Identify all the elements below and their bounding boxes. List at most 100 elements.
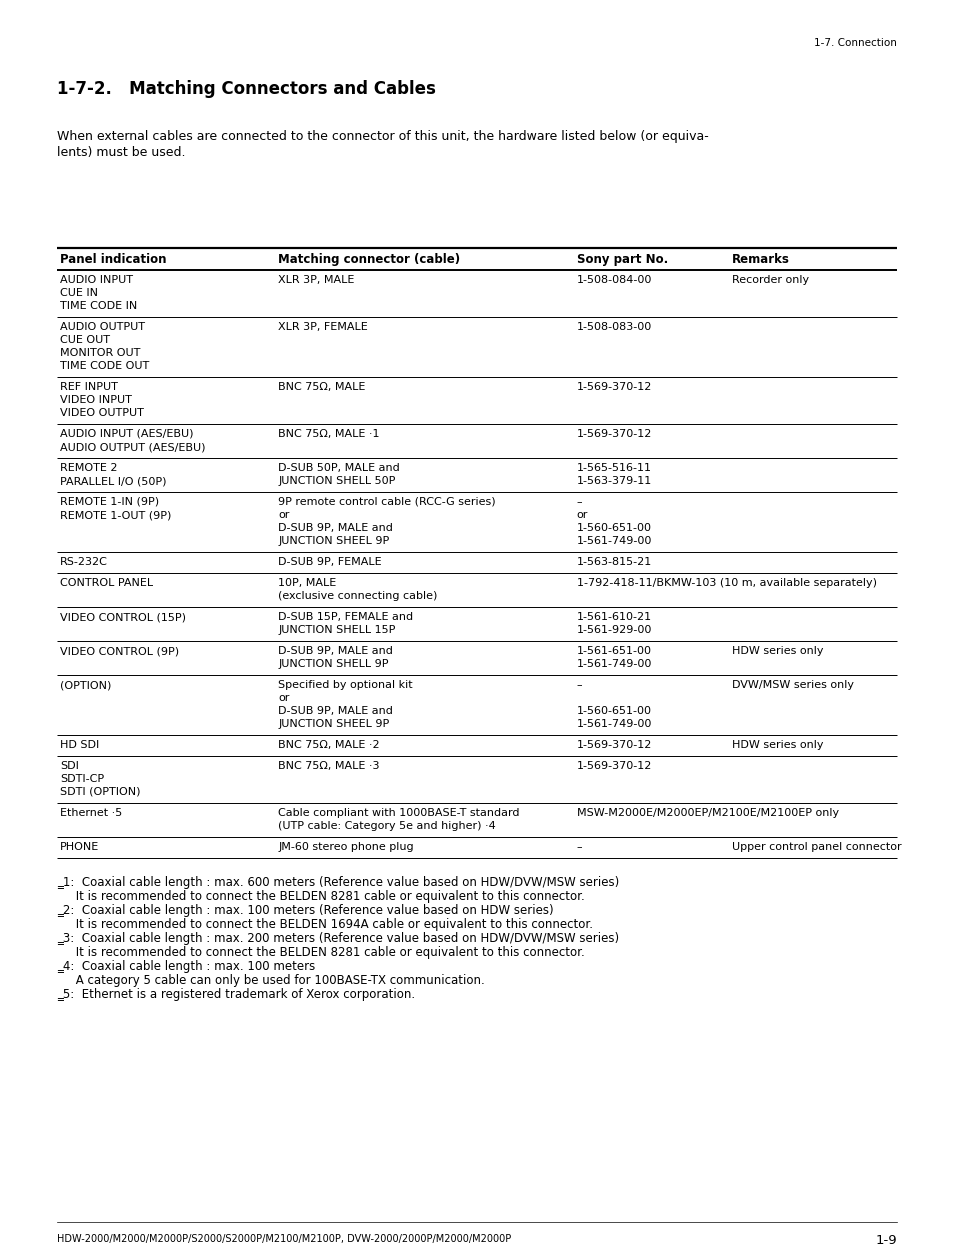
Text: 1-7. Connection: 1-7. Connection xyxy=(813,39,896,49)
Text: VIDEO INPUT: VIDEO INPUT xyxy=(60,396,132,406)
Text: D-SUB 15P, FEMALE and: D-SUB 15P, FEMALE and xyxy=(278,612,413,622)
Text: D-SUB 9P, MALE and: D-SUB 9P, MALE and xyxy=(278,707,393,717)
Text: Remarks: Remarks xyxy=(731,253,789,266)
Text: AUDIO INPUT: AUDIO INPUT xyxy=(60,275,132,285)
Text: JUNCTION SHELL 9P: JUNCTION SHELL 9P xyxy=(278,659,389,669)
Text: JUNCTION SHEEL 9P: JUNCTION SHEEL 9P xyxy=(278,536,389,546)
Text: PARALLEL I/O (50P): PARALLEL I/O (50P) xyxy=(60,476,167,486)
Text: REF INPUT: REF INPUT xyxy=(60,382,118,392)
Text: Upper control panel connector: Upper control panel connector xyxy=(731,842,901,852)
Text: D-SUB 9P, MALE and: D-SUB 9P, MALE and xyxy=(278,646,393,656)
Text: DVW/MSW series only: DVW/MSW series only xyxy=(731,680,853,690)
Text: 1-7-2.   Matching Connectors and Cables: 1-7-2. Matching Connectors and Cables xyxy=(57,80,436,98)
Text: VIDEO CONTROL (9P): VIDEO CONTROL (9P) xyxy=(60,646,179,656)
Text: 1-561-651-00: 1-561-651-00 xyxy=(576,646,651,656)
Text: 10P, MALE: 10P, MALE xyxy=(278,578,336,588)
Text: ‗5:  Ethernet is a registered trademark of Xerox corporation.: ‗5: Ethernet is a registered trademark o… xyxy=(57,988,415,1001)
Text: 1-563-815-21: 1-563-815-21 xyxy=(576,557,651,567)
Text: –: – xyxy=(576,842,581,852)
Text: 1-561-749-00: 1-561-749-00 xyxy=(576,659,651,669)
Text: or: or xyxy=(576,510,587,520)
Text: HDW series only: HDW series only xyxy=(731,646,822,656)
Text: Recorder only: Recorder only xyxy=(731,275,808,285)
Text: 1-508-084-00: 1-508-084-00 xyxy=(576,275,651,285)
Text: D-SUB 9P, FEMALE: D-SUB 9P, FEMALE xyxy=(278,557,381,567)
Text: XLR 3P, MALE: XLR 3P, MALE xyxy=(278,275,355,285)
Text: BNC 75Ω, MALE ·2: BNC 75Ω, MALE ·2 xyxy=(278,740,379,750)
Text: D-SUB 9P, MALE and: D-SUB 9P, MALE and xyxy=(278,522,393,532)
Text: 1-569-370-12: 1-569-370-12 xyxy=(576,740,651,750)
Text: MSW-M2000E/M2000EP/M2100E/M2100EP only: MSW-M2000E/M2000EP/M2100E/M2100EP only xyxy=(576,809,838,819)
Text: 1-561-749-00: 1-561-749-00 xyxy=(576,719,651,729)
Text: AUDIO OUTPUT (AES/EBU): AUDIO OUTPUT (AES/EBU) xyxy=(60,442,205,452)
Text: RS-232C: RS-232C xyxy=(60,557,108,567)
Text: It is recommended to connect the BELDEN 8281 cable or equivalent to this connect: It is recommended to connect the BELDEN … xyxy=(57,889,584,903)
Text: VIDEO OUTPUT: VIDEO OUTPUT xyxy=(60,408,144,418)
Text: (UTP cable: Category 5e and higher) ·4: (UTP cable: Category 5e and higher) ·4 xyxy=(278,821,496,831)
Text: CUE OUT: CUE OUT xyxy=(60,335,110,345)
Text: JUNCTION SHEEL 9P: JUNCTION SHEEL 9P xyxy=(278,719,389,729)
Text: It is recommended to connect the BELDEN 1694A cable or equivalent to this connec: It is recommended to connect the BELDEN … xyxy=(57,918,593,931)
Text: Specified by optional kit: Specified by optional kit xyxy=(278,680,413,690)
Text: Matching connector (cable): Matching connector (cable) xyxy=(278,253,460,266)
Text: TIME CODE OUT: TIME CODE OUT xyxy=(60,361,149,371)
Text: JUNCTION SHELL 50P: JUNCTION SHELL 50P xyxy=(278,476,395,486)
Text: XLR 3P, FEMALE: XLR 3P, FEMALE xyxy=(278,322,368,332)
Text: 1-561-749-00: 1-561-749-00 xyxy=(576,536,651,546)
Text: 9P remote control cable (RCC-G series): 9P remote control cable (RCC-G series) xyxy=(278,498,496,508)
Text: or: or xyxy=(278,693,290,703)
Text: AUDIO OUTPUT: AUDIO OUTPUT xyxy=(60,322,145,332)
Text: D-SUB 50P, MALE and: D-SUB 50P, MALE and xyxy=(278,463,399,473)
Text: 1-565-516-11: 1-565-516-11 xyxy=(576,463,651,473)
Text: REMOTE 1-OUT (9P): REMOTE 1-OUT (9P) xyxy=(60,510,172,520)
Text: SDTI-CP: SDTI-CP xyxy=(60,774,104,784)
Text: ‗1:  Coaxial cable length : max. 600 meters (Reference value based on HDW/DVW/MS: ‗1: Coaxial cable length : max. 600 mete… xyxy=(57,876,618,889)
Text: JM-60 stereo phone plug: JM-60 stereo phone plug xyxy=(278,842,414,852)
Text: PHONE: PHONE xyxy=(60,842,99,852)
Text: JUNCTION SHELL 15P: JUNCTION SHELL 15P xyxy=(278,624,395,634)
Text: or: or xyxy=(278,510,290,520)
Text: Cable compliant with 1000BASE-T standard: Cable compliant with 1000BASE-T standard xyxy=(278,809,519,819)
Text: When external cables are connected to the connector of this unit, the hardware l: When external cables are connected to th… xyxy=(57,131,708,143)
Text: ‗4:  Coaxial cable length : max. 100 meters: ‗4: Coaxial cable length : max. 100 mete… xyxy=(57,960,314,973)
Text: Sony part No.: Sony part No. xyxy=(576,253,667,266)
Text: MONITOR OUT: MONITOR OUT xyxy=(60,348,140,358)
Text: 1-560-651-00: 1-560-651-00 xyxy=(576,707,651,717)
Text: A category 5 cable can only be used for 100BASE-TX communication.: A category 5 cable can only be used for … xyxy=(57,974,484,986)
Text: ‗3:  Coaxial cable length : max. 200 meters (Reference value based on HDW/DVW/MS: ‗3: Coaxial cable length : max. 200 mete… xyxy=(57,932,618,945)
Text: 1-563-379-11: 1-563-379-11 xyxy=(576,476,651,486)
Text: 1-569-370-12: 1-569-370-12 xyxy=(576,382,651,392)
Text: ‗2:  Coaxial cable length : max. 100 meters (Reference value based on HDW series: ‗2: Coaxial cable length : max. 100 mete… xyxy=(57,904,553,917)
Text: VIDEO CONTROL (15P): VIDEO CONTROL (15P) xyxy=(60,612,186,622)
Text: BNC 75Ω, MALE ·3: BNC 75Ω, MALE ·3 xyxy=(278,761,379,771)
Text: 1-569-370-12: 1-569-370-12 xyxy=(576,761,651,771)
Text: (OPTION): (OPTION) xyxy=(60,680,112,690)
Text: –: – xyxy=(576,498,581,508)
Text: 1-561-929-00: 1-561-929-00 xyxy=(576,624,651,634)
Text: lents) must be used.: lents) must be used. xyxy=(57,146,185,159)
Text: CONTROL PANEL: CONTROL PANEL xyxy=(60,578,153,588)
Text: HDW series only: HDW series only xyxy=(731,740,822,750)
Text: 1-561-610-21: 1-561-610-21 xyxy=(576,612,651,622)
Text: 1-508-083-00: 1-508-083-00 xyxy=(576,322,651,332)
Text: CUE IN: CUE IN xyxy=(60,289,98,299)
Text: SDI: SDI xyxy=(60,761,79,771)
Text: It is recommended to connect the BELDEN 8281 cable or equivalent to this connect: It is recommended to connect the BELDEN … xyxy=(57,945,584,959)
Text: 1-792-418-11/BKMW-103 (10 m, available separately): 1-792-418-11/BKMW-103 (10 m, available s… xyxy=(576,578,876,588)
Text: TIME CODE IN: TIME CODE IN xyxy=(60,301,137,311)
Text: –: – xyxy=(576,680,581,690)
Text: BNC 75Ω, MALE: BNC 75Ω, MALE xyxy=(278,382,365,392)
Text: 1-560-651-00: 1-560-651-00 xyxy=(576,522,651,532)
Text: Ethernet ·5: Ethernet ·5 xyxy=(60,809,122,819)
Text: HD SDI: HD SDI xyxy=(60,740,99,750)
Text: 1-9: 1-9 xyxy=(875,1234,896,1244)
Text: AUDIO INPUT (AES/EBU): AUDIO INPUT (AES/EBU) xyxy=(60,429,193,439)
Text: Panel indication: Panel indication xyxy=(60,253,167,266)
Text: BNC 75Ω, MALE ·1: BNC 75Ω, MALE ·1 xyxy=(278,429,379,439)
Text: 1-569-370-12: 1-569-370-12 xyxy=(576,429,651,439)
Text: (exclusive connecting cable): (exclusive connecting cable) xyxy=(278,591,437,601)
Text: REMOTE 2: REMOTE 2 xyxy=(60,463,117,473)
Text: SDTI (OPTION): SDTI (OPTION) xyxy=(60,787,140,797)
Text: REMOTE 1-IN (9P): REMOTE 1-IN (9P) xyxy=(60,498,159,508)
Text: HDW-2000/M2000/M2000P/S2000/S2000P/M2100/M2100P, DVW-2000/2000P/M2000/M2000P: HDW-2000/M2000/M2000P/S2000/S2000P/M2100… xyxy=(57,1234,511,1244)
